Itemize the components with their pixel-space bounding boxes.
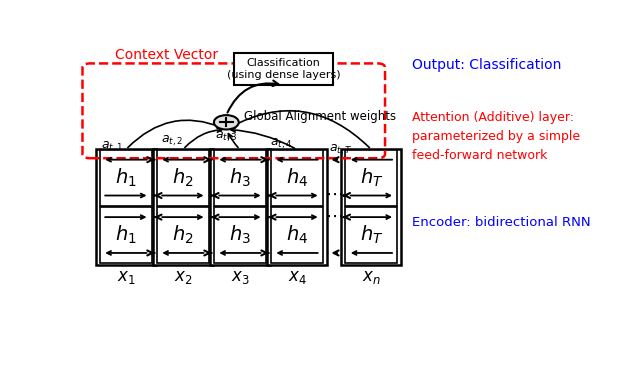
Bar [346,150,397,206]
Bar [96,149,156,265]
Text: $x_3$: $x_3$ [230,269,250,286]
Text: $a_{t,3}$: $a_{t,3}$ [215,129,237,144]
Text: $h_2$: $h_2$ [172,224,194,246]
Text: $h_1$: $h_1$ [115,166,137,189]
Text: $\cdots$: $\cdots$ [325,207,343,225]
Text: $h_1$: $h_1$ [115,224,137,246]
Bar [157,150,209,206]
Bar [214,150,266,206]
Text: Attention (Additive) layer:
parameterized by a simple
feed-forward network: Attention (Additive) layer: parameterize… [412,111,580,162]
Bar [100,150,152,206]
Text: $h_T$: $h_T$ [360,224,383,246]
Bar [341,149,401,265]
Text: Encoder: bidirectional RNN: Encoder: bidirectional RNN [412,216,591,229]
Circle shape [214,115,239,129]
Text: $\cdots$: $\cdots$ [325,185,343,203]
Text: Classification
(using dense layers): Classification (using dense layers) [227,58,340,80]
Text: Output: Classification: Output: Classification [412,58,562,72]
Text: $h_3$: $h_3$ [229,224,251,246]
Text: $a_{t,2}$: $a_{t,2}$ [161,134,183,148]
Text: $x_n$: $x_n$ [362,269,381,286]
Text: Global Alignment weights: Global Alignment weights [244,110,396,123]
Text: $a_{t,1}$: $a_{t,1}$ [101,140,124,154]
Bar [234,53,333,85]
Text: $a_{t,4}$: $a_{t,4}$ [269,137,292,151]
Bar [210,149,270,265]
Bar [214,207,266,263]
Text: $h_3$: $h_3$ [229,166,251,189]
Text: $h_4$: $h_4$ [286,224,308,246]
Bar [271,207,323,263]
Bar [157,207,209,263]
Bar [153,149,213,265]
Text: $h_T$: $h_T$ [360,166,383,189]
Text: $h_2$: $h_2$ [172,166,194,189]
Text: $x_1$: $x_1$ [116,269,135,286]
Bar [100,207,152,263]
Bar [271,150,323,206]
Text: $a_{t,T}$: $a_{t,T}$ [329,142,352,157]
Bar [346,207,397,263]
Text: $x_4$: $x_4$ [287,269,307,286]
Text: $x_2$: $x_2$ [173,269,192,286]
Bar [267,149,327,265]
Text: Context Vector: Context Vector [115,48,218,62]
Text: $h_4$: $h_4$ [286,166,308,189]
